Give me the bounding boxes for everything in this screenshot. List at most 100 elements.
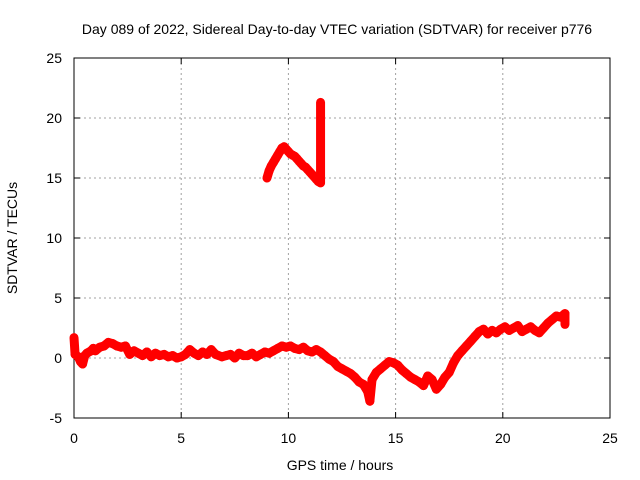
data-point (398, 366, 407, 374)
data-point (247, 349, 256, 358)
data-point (202, 350, 211, 359)
data-point (488, 326, 497, 335)
data-point (243, 351, 252, 360)
data-point (470, 332, 479, 341)
x-tick-label: 0 (70, 430, 78, 446)
data-point (217, 352, 226, 361)
data-point (222, 351, 231, 360)
data-point (552, 312, 561, 320)
data-point (194, 351, 203, 360)
data-point (256, 350, 265, 359)
data-point (303, 346, 312, 355)
data-point (70, 333, 78, 342)
data-point (453, 351, 462, 360)
data-point (428, 375, 437, 384)
x-tick-label: 25 (602, 430, 618, 446)
data-point (177, 352, 186, 361)
data-point (121, 342, 130, 350)
data-point (518, 327, 527, 336)
y-tick-label: 0 (54, 350, 62, 366)
data-point (104, 338, 113, 347)
data-point (260, 348, 269, 356)
data-point (466, 337, 475, 346)
data-point (282, 343, 291, 352)
data-point (290, 344, 299, 353)
data-point (436, 380, 445, 389)
data-point (273, 344, 282, 353)
data-point (560, 320, 569, 329)
grid-lines (74, 58, 610, 418)
data-point (125, 350, 134, 359)
data-point (402, 369, 411, 378)
data-point (522, 325, 531, 334)
data-point (198, 348, 207, 356)
data-point (385, 357, 394, 366)
data-point (423, 372, 432, 380)
data-point (539, 324, 548, 332)
data-point (277, 342, 286, 350)
data-point (365, 397, 374, 406)
data-point (359, 380, 368, 389)
data-point (160, 350, 169, 359)
data-point (269, 346, 278, 355)
data-point (112, 342, 121, 350)
data-points (69, 97, 570, 406)
data-point (181, 350, 190, 359)
data-point (415, 378, 424, 386)
data-point (389, 358, 398, 367)
data-point (410, 375, 419, 384)
data-point (286, 342, 295, 350)
data-point (560, 309, 569, 318)
data-point (78, 360, 87, 368)
data-point (363, 387, 372, 396)
data-point (307, 348, 316, 356)
data-point (479, 325, 488, 334)
data-point (440, 373, 449, 382)
y-tick-label: 15 (46, 170, 62, 186)
data-point (172, 354, 181, 362)
y-axis-label: SDTVAR / TECUs (4, 182, 20, 294)
data-point (235, 349, 244, 358)
data-point (74, 352, 83, 361)
data-point (513, 321, 522, 330)
data-point (449, 358, 458, 367)
data-point (505, 326, 514, 335)
data-point (207, 345, 216, 354)
data-point (368, 375, 377, 384)
data-point (265, 349, 274, 358)
data-point (543, 319, 552, 328)
data-point (164, 352, 173, 361)
data-point (483, 330, 492, 338)
data-point (338, 364, 346, 373)
data-point (342, 367, 351, 376)
data-point (393, 361, 402, 370)
data-point (325, 355, 334, 364)
data-point (190, 349, 199, 358)
data-point (117, 343, 126, 352)
data-point (419, 381, 428, 390)
data-point (333, 362, 342, 371)
data-point (432, 385, 441, 394)
chart-title: Day 089 of 2022, Sidereal Day-to-day VTE… (82, 21, 592, 37)
data-point (458, 346, 467, 355)
data-point (530, 326, 539, 335)
data-point (350, 373, 359, 382)
data-point (252, 352, 261, 361)
data-point (130, 346, 139, 355)
data-point (526, 322, 535, 331)
data-point (155, 351, 164, 360)
data-point (168, 351, 177, 360)
data-point (406, 373, 415, 382)
data-point (320, 351, 329, 360)
data-point (496, 325, 505, 334)
x-axis-label: GPS time / hours (287, 457, 394, 473)
data-point (134, 349, 143, 358)
data-point (535, 328, 544, 337)
x-tick-label: 5 (177, 430, 185, 446)
data-point (556, 313, 565, 322)
data-point (230, 354, 239, 362)
data-point (295, 345, 304, 354)
data-point (329, 357, 338, 366)
data-point (262, 174, 271, 182)
